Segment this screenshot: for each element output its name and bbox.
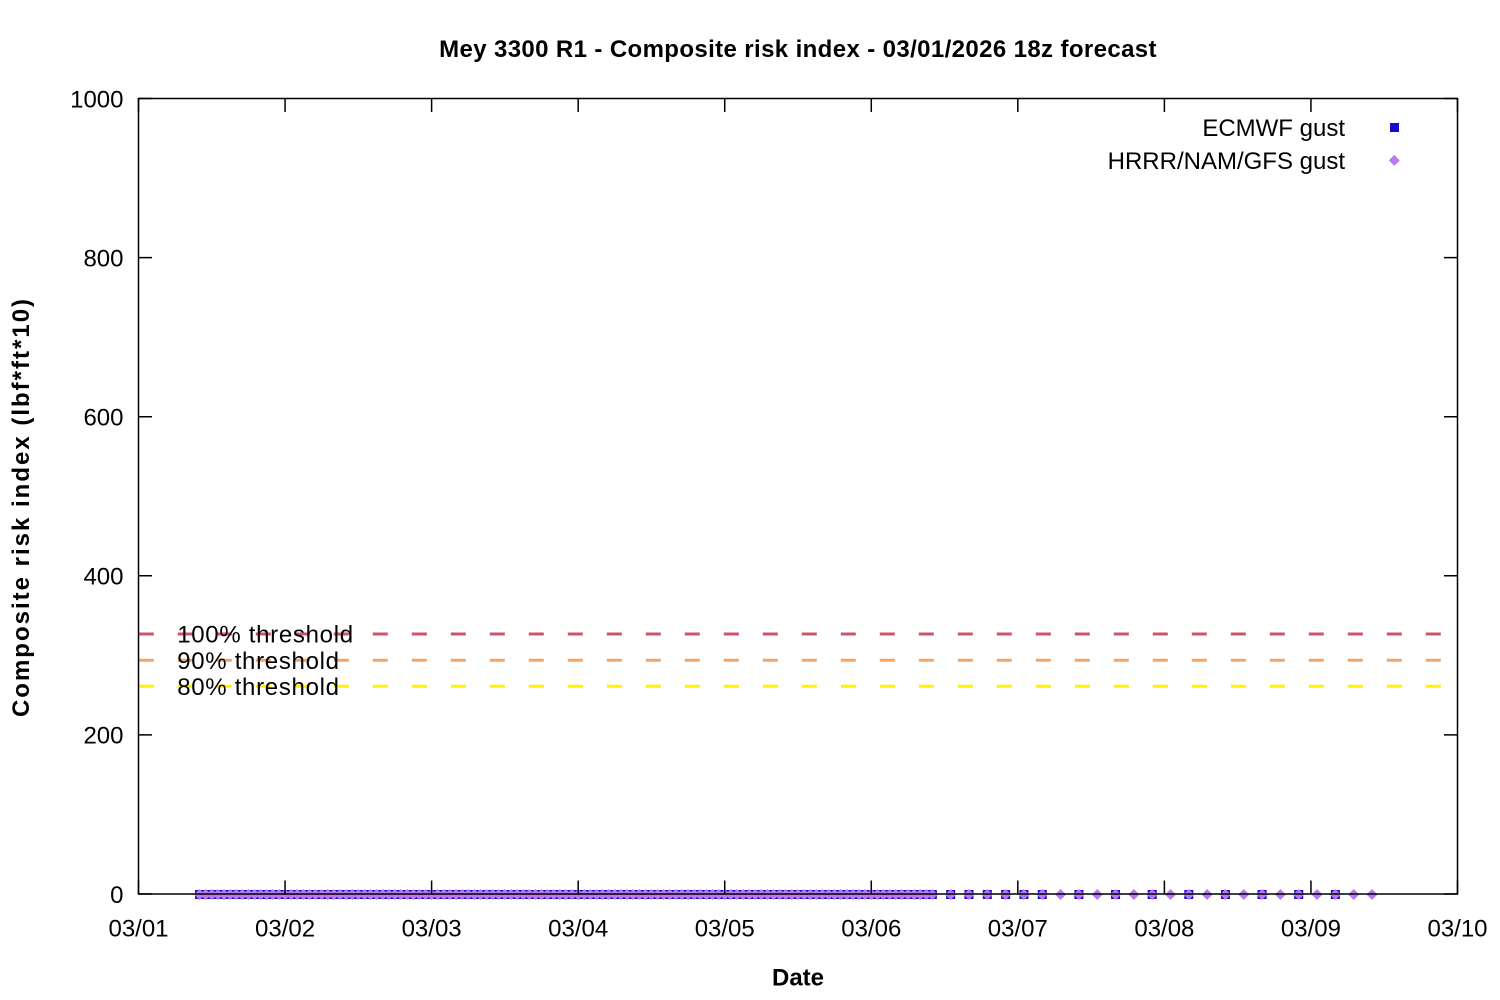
svg-text:03/04: 03/04 [548, 916, 608, 943]
svg-text:03/08: 03/08 [1134, 916, 1194, 943]
svg-text:800: 800 [83, 245, 123, 272]
svg-text:400: 400 [83, 564, 123, 591]
svg-text:90% threshold: 90% threshold [177, 648, 340, 675]
svg-text:03/06: 03/06 [841, 916, 901, 943]
svg-text:ECMWF gust: ECMWF gust [1202, 115, 1345, 142]
svg-text:80% threshold: 80% threshold [177, 674, 340, 701]
svg-text:200: 200 [83, 723, 123, 750]
svg-text:1000: 1000 [70, 86, 123, 113]
svg-text:100% threshold: 100% threshold [177, 622, 354, 649]
svg-text:03/02: 03/02 [255, 916, 315, 943]
svg-text:600: 600 [83, 404, 123, 431]
svg-text:03/09: 03/09 [1281, 916, 1341, 943]
svg-text:Mey 3300 R1 - Composite risk i: Mey 3300 R1 - Composite risk index - 03/… [439, 36, 1157, 63]
svg-text:HRRR/NAM/GFS gust: HRRR/NAM/GFS gust [1108, 148, 1346, 175]
svg-text:03/10: 03/10 [1427, 916, 1487, 943]
svg-text:0: 0 [110, 882, 123, 909]
svg-text:Composite risk index (lbf*ft*1: Composite risk index (lbf*ft*10) [8, 297, 35, 717]
svg-text:Date: Date [772, 964, 824, 991]
svg-text:03/01: 03/01 [108, 916, 168, 943]
svg-text:03/05: 03/05 [695, 916, 755, 943]
svg-text:03/03: 03/03 [402, 916, 462, 943]
svg-text:03/07: 03/07 [988, 916, 1048, 943]
